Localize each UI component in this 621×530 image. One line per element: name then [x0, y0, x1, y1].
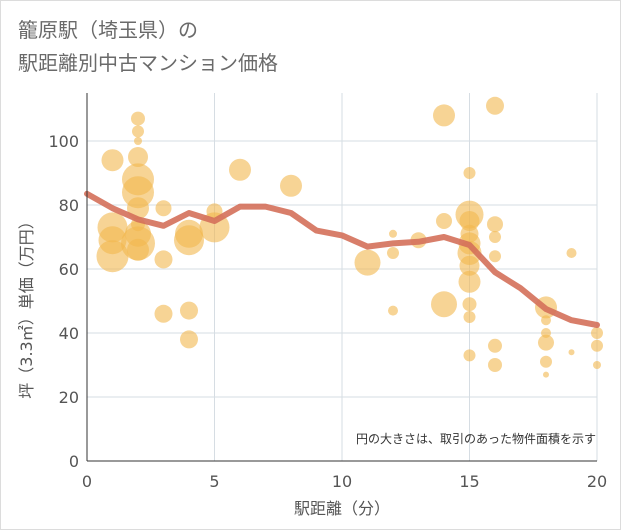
bubble-point	[459, 211, 480, 231]
bubble-point	[459, 255, 480, 276]
bubble-point	[101, 149, 124, 172]
y-tick-label: 40	[59, 324, 79, 343]
bubble-point	[154, 250, 173, 269]
bubble-point	[568, 349, 575, 356]
bubble-point	[180, 301, 198, 320]
bubble-point	[174, 225, 204, 256]
bubble-point	[389, 229, 397, 238]
bubble-point	[463, 311, 476, 323]
bubble-point	[229, 158, 251, 181]
bubble-point	[489, 250, 501, 263]
bubble-point	[488, 338, 502, 353]
bubble-point	[436, 213, 452, 229]
x-axis-label: 駅距離（分）	[294, 499, 390, 518]
bubble-layer	[96, 96, 603, 378]
bubble-point	[388, 305, 398, 316]
bubble-point	[433, 104, 455, 127]
bubble-point	[155, 200, 172, 217]
bubble-point	[280, 174, 302, 197]
x-tick-label: 0	[82, 472, 92, 491]
grid-lines	[87, 93, 598, 461]
bubble-point	[387, 247, 399, 259]
bubble-point	[127, 197, 149, 220]
bubble-point	[487, 216, 503, 233]
bubble-point	[489, 231, 501, 243]
bubble-point	[541, 315, 551, 326]
bubble-point	[122, 176, 154, 209]
size-note: 円の大きさは、取引のあった物件面積を示す	[356, 431, 596, 446]
bubble-point	[463, 349, 476, 362]
tick-labels: 0 5 10 15 20 0 20 40 60 80 100	[48, 132, 607, 491]
bubble-point	[593, 361, 601, 369]
y-tick-label: 60	[59, 260, 79, 279]
chart-title: 籠原駅（埼玉県）の 駅距離別中古マンション価格	[18, 18, 278, 75]
y-tick-label: 80	[59, 196, 79, 215]
bubble-point	[131, 111, 145, 126]
axes	[86, 93, 597, 462]
bubble-point	[591, 339, 603, 352]
bubble-point	[96, 240, 129, 273]
y-axis-label: 坪（3.3㎡）単価（万円）	[17, 213, 36, 398]
bubble-point	[431, 291, 457, 318]
bubble-point	[128, 147, 148, 167]
x-tick-label: 10	[332, 472, 352, 491]
bubble-point	[134, 137, 142, 145]
x-tick-label: 5	[209, 472, 219, 491]
bubble-point	[127, 238, 149, 261]
bubble-point	[488, 358, 502, 372]
bubble-point	[540, 355, 552, 368]
y-tick-label: 100	[48, 132, 79, 151]
bubble-point	[486, 96, 504, 115]
y-tick-label: 0	[69, 452, 79, 471]
bubble-point	[538, 334, 554, 351]
bubble-point	[458, 270, 481, 293]
bubble-point	[154, 304, 173, 323]
bubble-point	[566, 248, 577, 258]
bubble-point	[591, 327, 603, 339]
bubble-point	[543, 371, 549, 378]
bubble-point	[462, 297, 477, 312]
y-tick-label: 20	[59, 388, 79, 407]
trend-line	[84, 190, 600, 328]
bubble-point	[463, 167, 476, 179]
bubble-point	[354, 249, 381, 276]
bubble-point	[180, 330, 198, 349]
x-tick-label: 15	[459, 472, 479, 491]
bubble-point	[132, 125, 144, 138]
x-tick-label: 20	[587, 472, 607, 491]
